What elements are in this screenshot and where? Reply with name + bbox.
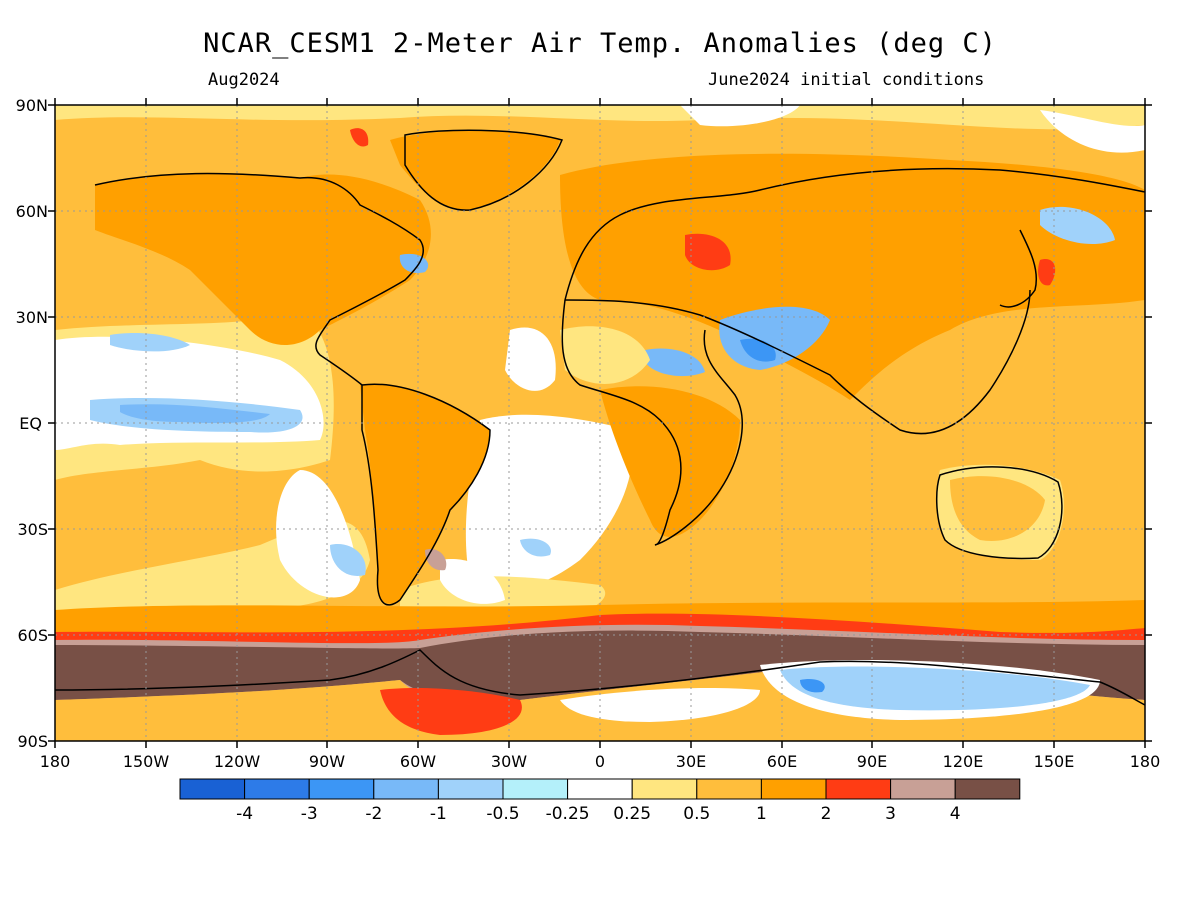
axis-ticks (48, 98, 1152, 748)
greenland-warm (390, 130, 560, 211)
colorbar-swatch (760, 778, 827, 800)
lon-label: 180 (1130, 752, 1161, 771)
eurasia-south-coast (564, 289, 1031, 435)
colorbar-swatch (437, 778, 504, 800)
lat-label: 30S (17, 520, 48, 539)
colorbar-swatch (373, 778, 439, 800)
cold-patch (330, 544, 366, 576)
south-america-coast (361, 383, 491, 606)
colorbar-swatch (308, 778, 375, 800)
north-africa-cold (645, 348, 705, 377)
south-america-warm (360, 384, 490, 604)
arctic-white-patch (680, 105, 800, 127)
middle-east-cold (719, 306, 830, 370)
eurasia-north-coast (564, 167, 1145, 301)
australia-warm (950, 476, 1045, 541)
lon-label: 30W (491, 752, 527, 771)
lon-label: 120W (214, 752, 261, 771)
lon-label: 90W (309, 752, 345, 771)
colorbar-label: -1 (430, 804, 447, 824)
valid-month-label: Aug2024 (208, 70, 280, 90)
lon-label: 180 (40, 752, 71, 771)
antarctica-coast (55, 649, 1145, 706)
colorbar-swatch (954, 778, 1021, 800)
hot-patch (685, 233, 731, 271)
west-antarctica-hot (380, 688, 522, 735)
colorbar-swatch (825, 778, 892, 800)
colorbar-label: 0.5 (683, 804, 710, 824)
atlantic-near-normal (465, 414, 633, 591)
colorbar-label: -3 (301, 804, 318, 824)
chart-title: NCAR_CESM1 2-Meter Air Temp. Anomalies (… (203, 28, 997, 59)
east-antarctica-cold (780, 666, 1090, 711)
colorbar: -4 -3 -2 -1 -0.5 -0.25 0.25 0.5 1 2 3 4 (179, 778, 1021, 824)
lon-label: 120E (943, 752, 984, 771)
white-patch (440, 559, 505, 604)
colorbar-label: 1 (756, 804, 767, 824)
hot-patch (1038, 259, 1056, 286)
colorbar-swatch (502, 778, 569, 800)
sahara-pale (560, 326, 650, 384)
colorbar-label: 0.25 (613, 804, 651, 824)
colorbar-label: -0.25 (546, 804, 590, 824)
cold-patch (1040, 206, 1115, 245)
colorbar-swatch (696, 778, 762, 800)
lon-label: 150E (1034, 752, 1075, 771)
atlantic-white-patch (505, 327, 556, 391)
north-america-coast (94, 172, 425, 386)
colorbar-label: 3 (885, 804, 896, 824)
colorbar-label: -4 (236, 804, 253, 824)
colorbar-label: 2 (821, 804, 832, 824)
north-america-warm (95, 173, 431, 345)
lat-label: EQ (19, 414, 42, 433)
colorbar-label: -2 (365, 804, 382, 824)
hot-patch (425, 549, 447, 571)
cold-patch (520, 538, 551, 557)
colorbar-label: -0.5 (486, 804, 519, 824)
colorbar-swatch (244, 778, 310, 800)
lat-label: 60N (16, 202, 48, 221)
cold-patch (110, 333, 190, 352)
japan-coast (999, 229, 1038, 308)
eurasia-warm (560, 153, 1145, 400)
latitude-labels: 90N 60N 30N EQ 30S 60S 90S (16, 96, 48, 751)
southern-ocean-extreme (55, 630, 1145, 702)
lon-label: 60W (400, 752, 436, 771)
lon-label: 60E (767, 752, 797, 771)
lat-label: 60S (17, 626, 48, 645)
colorbar-swatch (890, 778, 956, 800)
lon-label: 150W (123, 752, 170, 771)
colorbar-swatch (179, 778, 246, 800)
hot-patch (350, 128, 369, 147)
colorbar-swatch (567, 778, 633, 800)
white-patch (560, 688, 760, 722)
initial-conditions-label: June2024 initial conditions (708, 70, 985, 90)
lon-label: 90E (857, 752, 887, 771)
africa-coast (561, 299, 743, 546)
lon-label: 30E (676, 752, 706, 771)
lat-label: 90S (17, 732, 48, 751)
africa-warm (600, 386, 740, 537)
graticule (55, 105, 1145, 741)
lat-label: 30N (16, 308, 48, 327)
cold-core (800, 679, 825, 693)
arctic-white-patch (1040, 110, 1145, 153)
longitude-labels: 180 150W 120W 90W 60W 30W 0 30E 60E 90E … (40, 752, 1161, 771)
australia-coast (935, 466, 1063, 560)
lon-label: 0 (595, 752, 605, 771)
coastlines (55, 129, 1145, 706)
colorbar-swatch (631, 778, 698, 800)
lat-label: 90N (16, 96, 48, 115)
pacific-cold-core (120, 404, 270, 424)
greenland-coast (404, 129, 564, 211)
colorbar-label: 4 (950, 804, 961, 824)
